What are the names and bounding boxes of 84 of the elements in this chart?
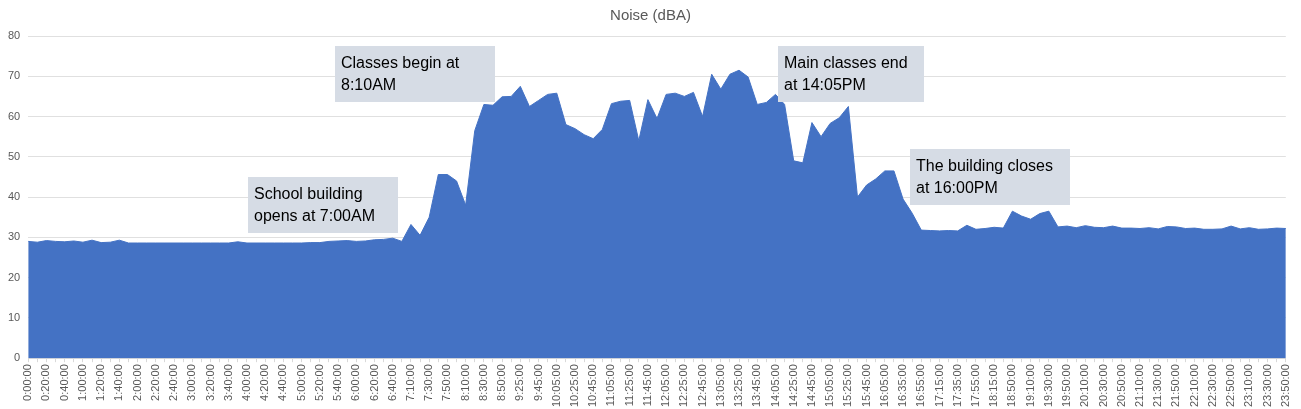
x-tick-label: 13:25:00: [732, 364, 745, 408]
x-tick-label: 15:25:00: [841, 364, 854, 408]
x-tick-label: 9:25:00: [513, 364, 526, 401]
y-tick-label: 40: [7, 190, 21, 203]
y-tick-label: 60: [7, 109, 21, 122]
x-tick-label: 4:40:00: [276, 364, 289, 401]
annotation: The building closes at 16:00PM: [910, 149, 1070, 205]
x-tick-label: 1:00:00: [75, 364, 88, 401]
x-tick-label: 20:30:00: [1096, 364, 1109, 408]
x-tick-label: 5:00:00: [294, 364, 307, 401]
y-tick-label: 50: [7, 149, 21, 162]
x-tick-label: 20:50:00: [1114, 364, 1127, 408]
x-tick-label: 17:35:00: [950, 364, 963, 408]
y-tick-label: 20: [7, 270, 21, 283]
x-tick-label: 8:30:00: [476, 364, 489, 401]
x-tick-label: 4:20:00: [258, 364, 271, 401]
x-tick-label: 17:15:00: [932, 364, 945, 408]
x-tick-label: 8:50:00: [495, 364, 508, 401]
x-tick-label: 2:00:00: [130, 364, 143, 401]
x-tick-label: 3:20:00: [203, 364, 216, 401]
x-tick-label: 22:10:00: [1187, 364, 1200, 408]
x-tick-label: 23:10:00: [1242, 364, 1255, 408]
x-tick-label: 20:10:00: [1078, 364, 1091, 408]
y-tick-label: 70: [7, 69, 21, 82]
x-tick-label: 13:05:00: [713, 364, 726, 408]
x-tick-label: 14:05:00: [768, 364, 781, 408]
x-tick-label: 11:05:00: [604, 364, 617, 407]
x-tick-label: 9:45:00: [531, 364, 544, 401]
x-tick-label: 13:45:00: [750, 364, 763, 408]
y-tick-label: 80: [7, 29, 21, 42]
x-tick-label: 16:55:00: [914, 364, 927, 408]
annotation: School building opens at 7:00AM: [248, 177, 398, 233]
annotation: Classes begin at 8:10AM: [335, 46, 495, 102]
x-tick-label: 15:45:00: [859, 364, 872, 408]
x-tick-label: 6:20:00: [367, 364, 380, 401]
x-tick-label: 11:25:00: [622, 364, 635, 407]
x-tick-label: 6:00:00: [349, 364, 362, 401]
x-tick-label: 23:50:00: [1278, 364, 1291, 408]
x-tick-label: 12:45:00: [695, 364, 708, 408]
x-tick-label: 16:35:00: [896, 364, 909, 408]
x-tick-label: 2:20:00: [148, 364, 161, 401]
x-tick-label: 6:40:00: [385, 364, 398, 401]
x-tick-label: 1:40:00: [112, 364, 125, 401]
x-tick-label: 10:05:00: [549, 364, 562, 408]
x-tick-label: 21:50:00: [1169, 364, 1182, 408]
x-tick-label: 19:30:00: [1041, 364, 1054, 408]
x-tick-label: 18:50:00: [1005, 364, 1018, 408]
x-tick-label: 0:00:00: [21, 364, 34, 401]
x-tick-label: 12:05:00: [659, 364, 672, 408]
x-tick-label: 0:40:00: [57, 364, 70, 401]
x-tick-label: 21:10:00: [1133, 364, 1146, 408]
x-tick-label: 19:10:00: [1023, 364, 1036, 408]
x-tick-label: 15:05:00: [823, 364, 836, 408]
x-tick-label: 21:30:00: [1151, 364, 1164, 408]
x-tick-label: 12:25:00: [677, 364, 690, 408]
x-tick-label: 14:45:00: [804, 364, 817, 408]
x-tick-label: 10:45:00: [586, 364, 599, 408]
x-tick-label: 22:30:00: [1205, 364, 1218, 408]
annotation: Main classes end at 14:05PM: [778, 46, 924, 102]
x-tick-label: 3:00:00: [185, 364, 198, 401]
x-tick-label: 14:25:00: [786, 364, 799, 408]
x-tick-label: 8:10:00: [458, 364, 471, 401]
chart-title: Noise (dBA): [609, 6, 692, 23]
y-tick-label: 30: [7, 230, 21, 243]
y-tick-label: 10: [7, 310, 21, 323]
x-tick-label: 2:40:00: [167, 364, 180, 401]
x-tick-label: 11:45:00: [640, 364, 653, 407]
x-tick-label: 0:20:00: [39, 364, 52, 401]
x-tick-label: 1:20:00: [94, 364, 107, 401]
x-tick-label: 7:30:00: [422, 364, 435, 401]
x-tick-label: 7:50:00: [440, 364, 453, 401]
x-tick-label: 10:25:00: [568, 364, 581, 408]
x-tick-label: 17:55:00: [969, 364, 981, 408]
x-tick-label: 5:20:00: [312, 364, 325, 401]
x-tick-label: 19:50:00: [1060, 364, 1073, 408]
y-tick-label: 0: [14, 351, 21, 364]
x-tick-label: 22:50:00: [1224, 364, 1237, 408]
x-tick-label: 3:40:00: [221, 364, 234, 401]
x-tick-label: 4:00:00: [239, 364, 252, 401]
x-tick-label: 7:10:00: [404, 364, 416, 401]
x-tick-label: 5:40:00: [331, 364, 344, 401]
x-tick-label: 23:30:00: [1260, 364, 1273, 408]
x-tick-label: 16:05:00: [877, 364, 890, 408]
x-tick-label: 18:15:00: [987, 364, 1000, 408]
